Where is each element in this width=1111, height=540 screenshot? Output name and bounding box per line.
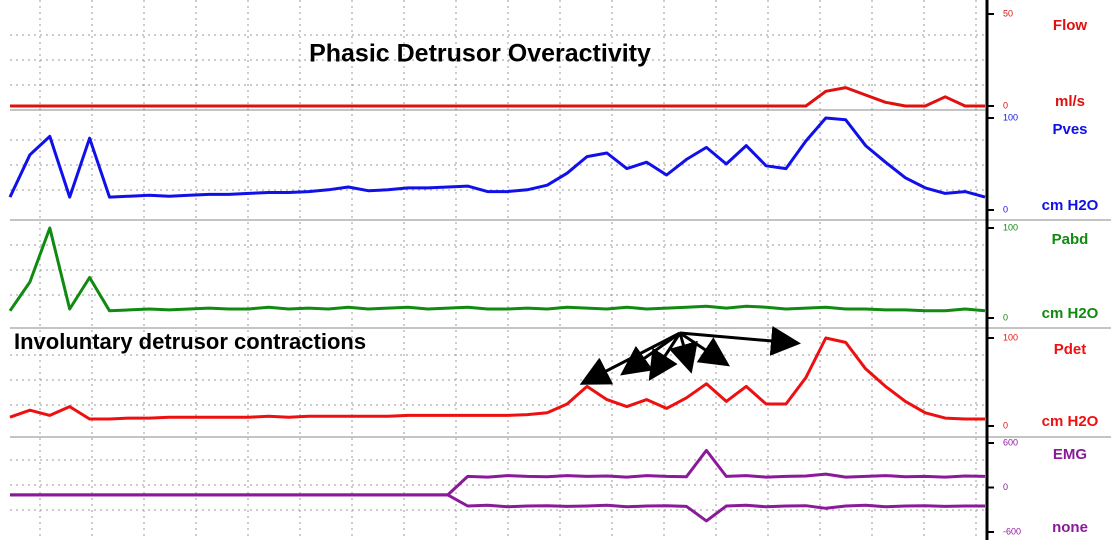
annotation: Involuntary detrusor contractions <box>14 329 366 354</box>
y-tick-label: 100 <box>1003 332 1018 342</box>
chart-title: Phasic Detrusor Overactivity <box>309 40 651 68</box>
trace <box>8 226 986 313</box>
y-tick-label: 0 <box>1003 204 1008 214</box>
trace <box>10 448 986 497</box>
y-tick-label: 0 <box>1003 420 1008 430</box>
y-tick-label: 0 <box>1003 100 1008 110</box>
unit-label: none <box>1052 519 1088 536</box>
trace <box>10 86 985 108</box>
unit-label: ml/s <box>1055 93 1085 110</box>
y-tick-label: 100 <box>1003 112 1018 122</box>
channel-label: Pves <box>1052 121 1087 138</box>
trace <box>9 336 985 421</box>
annotation-arrows <box>579 325 801 385</box>
unit-label: cm H2O <box>1042 305 1099 322</box>
y-tick-label: -600 <box>1003 526 1021 536</box>
y-tick-label: 0 <box>1003 482 1008 492</box>
trace <box>8 116 986 199</box>
y-tick-label: 100 <box>1003 222 1018 232</box>
unit-label: cm H2O <box>1042 197 1099 214</box>
channel-label: Pdet <box>1054 341 1087 358</box>
unit-label: cm H2O <box>1042 413 1099 430</box>
trace <box>10 493 985 523</box>
grid <box>10 0 985 540</box>
y-tick-label: 0 <box>1003 312 1008 322</box>
channel-label: Pabd <box>1052 231 1089 248</box>
y-tick-label: 50 <box>1003 8 1013 18</box>
y-tick-label: 600 <box>1003 437 1018 447</box>
channel-label: EMG <box>1053 446 1087 463</box>
channel-label: Flow <box>1053 17 1087 34</box>
